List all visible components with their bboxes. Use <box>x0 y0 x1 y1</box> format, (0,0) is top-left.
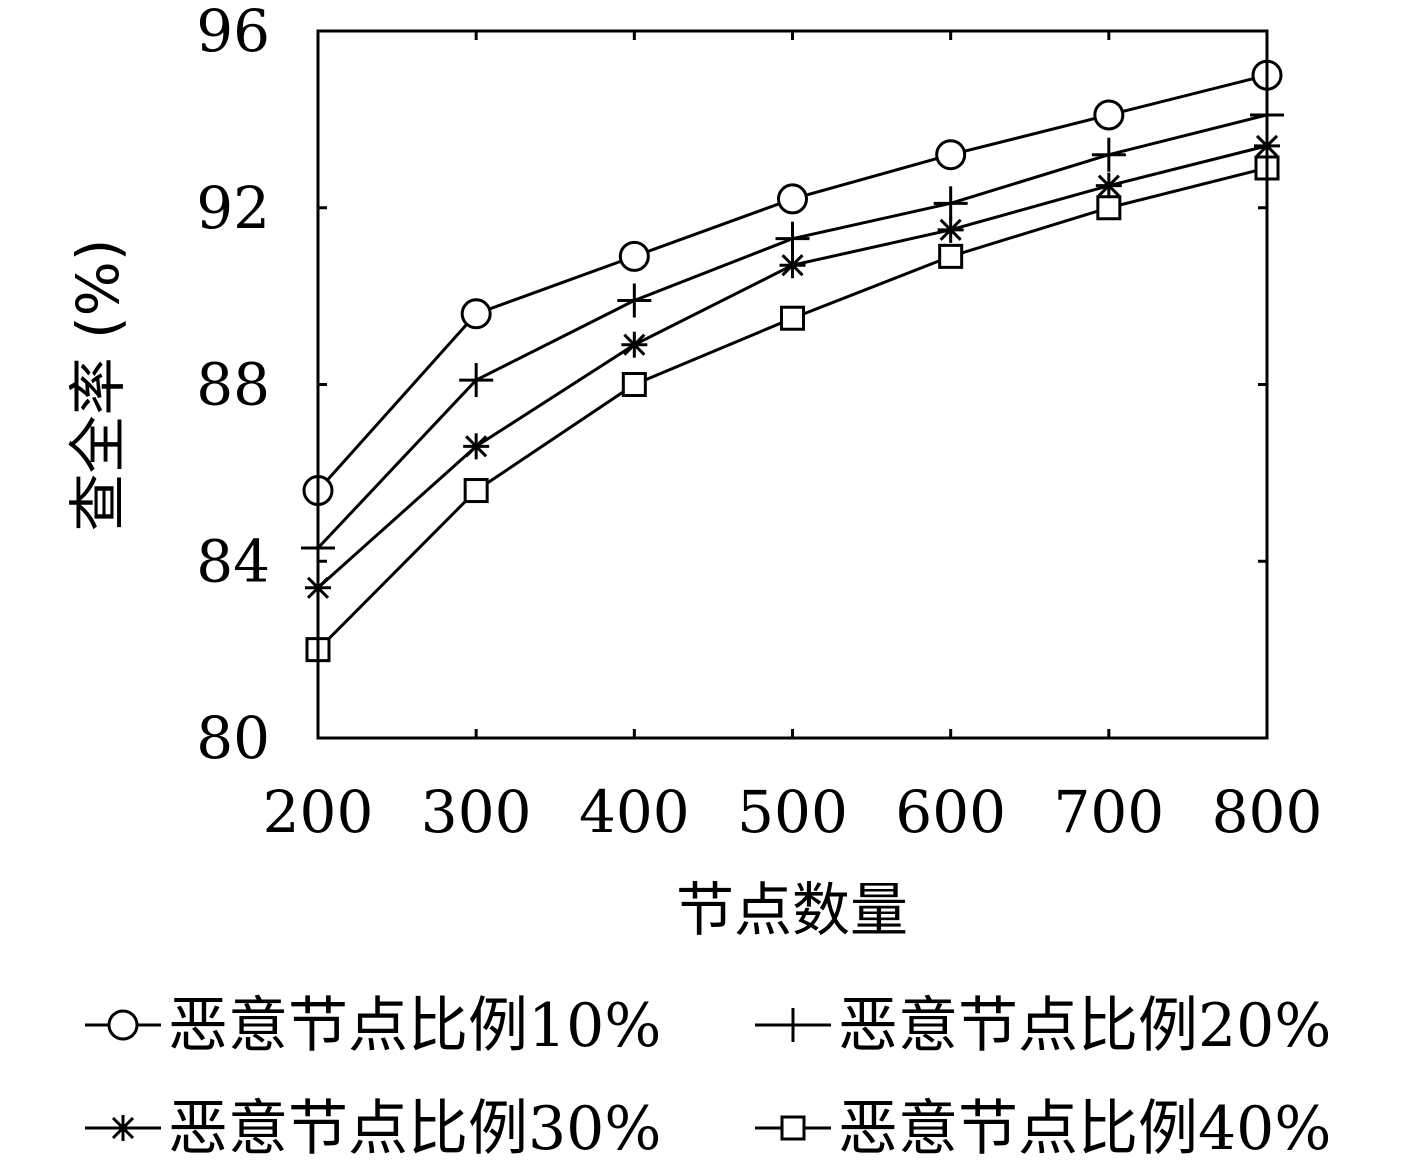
x-tick-label: 600 <box>895 778 1006 846</box>
x-tick-label: 300 <box>421 778 532 846</box>
tick-layer: 200 300 400 500 600 700 800 80 84 88 92 96 <box>196 0 1322 846</box>
x-tick-label: 700 <box>1053 778 1164 846</box>
data-point-s1-600 <box>935 139 967 171</box>
series-layer <box>301 59 1284 663</box>
x-axis-title: 节点数量 <box>676 876 908 944</box>
data-point-s1-500 <box>777 183 808 215</box>
data-point-s1-400 <box>618 240 650 272</box>
legend-label: 恶意节点比例20% <box>838 991 1331 1061</box>
y-tick-label: 92 <box>196 174 270 242</box>
data-point-s3-400 <box>621 331 648 358</box>
series-line-1 <box>316 73 1268 492</box>
y-tick-label: 88 <box>196 351 270 419</box>
data-point-s4-300 <box>463 478 489 504</box>
data-point-s3-500 <box>779 252 806 279</box>
x-tick-label: 400 <box>579 778 690 846</box>
legend: 恶意节点比例10% 恶意节点比例20% 恶意节点比例30% 恶意节点比例40% <box>85 991 1331 1162</box>
legend-marker <box>107 1009 139 1041</box>
data-point-s4-400 <box>621 372 647 397</box>
y-tick-label: 84 <box>196 527 270 595</box>
data-point-s4-600 <box>938 243 964 269</box>
data-point-s3-700 <box>1095 172 1122 199</box>
data-point-s2-300 <box>459 363 494 398</box>
legend-entry-3: 恶意节点比例30% <box>85 1094 661 1162</box>
data-point-s2-700 <box>1091 137 1126 172</box>
data-point-s3-600 <box>937 216 964 243</box>
data-point-s2-500 <box>775 221 810 256</box>
x-tick-label: 800 <box>1212 778 1323 846</box>
data-point-s4-500 <box>780 305 805 331</box>
x-tick-label: 500 <box>737 778 848 846</box>
legend-entry-4: 恶意节点比例40% <box>755 1094 1331 1162</box>
legend-marker <box>780 1115 806 1141</box>
plot-frame <box>316 29 1269 740</box>
data-point-s2-400 <box>617 283 652 318</box>
data-point-s1-300 <box>460 298 492 330</box>
legend-marker <box>110 1115 136 1141</box>
legend-entry-1: 恶意节点比例10% <box>85 991 661 1061</box>
legend-label: 恶意节点比例10% <box>168 991 661 1061</box>
x-tick-label: 200 <box>263 778 374 846</box>
data-point-s4-700 <box>1096 195 1122 221</box>
legend-marker <box>776 1008 810 1042</box>
data-point-s2-600 <box>933 186 968 221</box>
legend-label: 恶意节点比例30% <box>168 1094 661 1162</box>
legend-label: 恶意节点比例40% <box>838 1094 1331 1162</box>
y-tick-label: 96 <box>196 0 270 65</box>
data-point-s3-300 <box>463 433 490 460</box>
y-tick-label: 80 <box>196 704 270 772</box>
legend-entry-2: 恶意节点比例20% <box>755 991 1331 1061</box>
y-axis-title: 查全率 (%) <box>64 239 132 532</box>
data-point-s1-700 <box>1093 99 1125 131</box>
